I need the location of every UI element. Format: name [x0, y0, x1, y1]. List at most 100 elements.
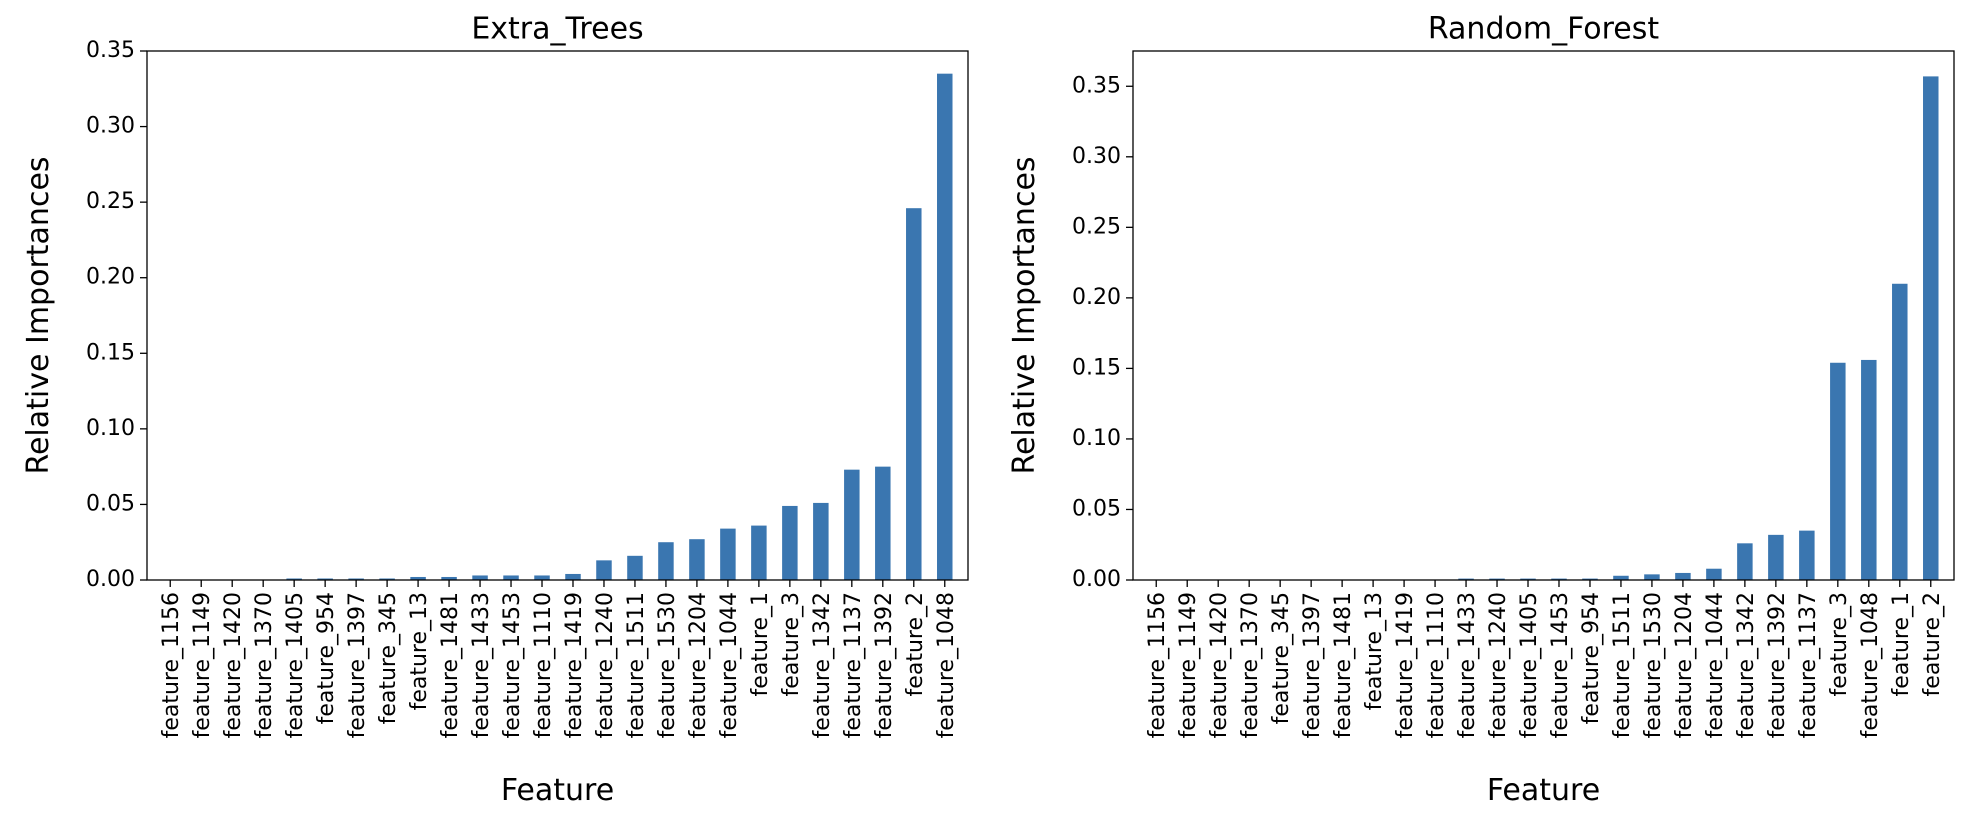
plot-frame: [146, 50, 969, 581]
x-tick-label: feature_2: [903, 592, 928, 696]
x-tick-label: feature_1420: [1207, 592, 1232, 738]
bar-feature_1204: [1675, 572, 1691, 580]
y-tick-label: 0.05: [86, 491, 135, 516]
x-tick-label: feature_1433: [1455, 592, 1480, 738]
bar-feature_1: [751, 525, 767, 580]
bar-feature_1530: [658, 542, 674, 580]
bar-feature_3: [1830, 362, 1846, 580]
x-tick-label: feature_1149: [1176, 592, 1201, 738]
y-tick-label: 0.05: [1072, 496, 1121, 521]
x-tick-label: feature_1156: [159, 592, 184, 738]
y-tick-label: 0.15: [86, 340, 135, 365]
x-tick-label: feature_1240: [1486, 592, 1511, 738]
bar-feature_1392: [1768, 534, 1784, 580]
y-tick-label: 0.10: [86, 416, 135, 441]
plot-frame: [1132, 50, 1955, 581]
x-tick-label: feature_13: [1362, 592, 1387, 710]
bar-feature_1433: [472, 575, 488, 580]
bar-feature_1433: [1458, 578, 1474, 580]
bar-feature_1397: [348, 578, 364, 580]
x-tick-label: feature_1419: [562, 592, 587, 738]
bar-feature_345: [379, 578, 395, 580]
x-tick-label: feature_13: [407, 592, 432, 710]
bar-feature_1342: [1737, 543, 1753, 580]
x-tick-label: feature_1433: [469, 592, 494, 738]
bar-feature_1342: [813, 502, 829, 580]
bar-feature_2: [906, 208, 922, 580]
bar-feature_3: [782, 505, 798, 580]
y-tick-label: 0.30: [86, 114, 135, 139]
bar-feature_954: [1582, 578, 1598, 580]
x-tick-label: feature_1342: [1734, 592, 1759, 738]
bar-feature_1044: [720, 528, 736, 580]
y-tick-label: 0.25: [86, 189, 135, 214]
x-tick-label: feature_1453: [1548, 592, 1573, 738]
y-tick-label: 0.10: [1072, 426, 1121, 451]
bar-feature_1511: [1613, 575, 1629, 580]
bar-feature_1405: [1520, 578, 1536, 580]
x-tick-label: feature_1419: [1393, 592, 1418, 738]
chart-title: Extra_Trees: [471, 12, 643, 47]
chart-panel-1: Extra_Trees Relative Importances Feature 0.…: [21, 12, 969, 808]
x-tick-label: feature_1397: [1300, 592, 1325, 738]
bar-feature_1137: [1799, 530, 1815, 580]
bar-feature_1110: [534, 575, 550, 580]
bar-feature_1204: [689, 539, 705, 580]
x-tick-label: feature_345: [376, 592, 401, 724]
chart-title: Random_Forest: [1428, 12, 1660, 47]
bar-feature_1530: [1644, 574, 1660, 580]
x-tick-label: feature_1240: [593, 592, 618, 738]
bar-feature_1048: [1861, 359, 1877, 580]
x-tick-label: feature_1481: [1331, 592, 1356, 738]
y-axis-label: Relative Importances: [1007, 156, 1042, 474]
x-tick-label: feature_954: [314, 592, 339, 724]
bar-feature_1453: [1551, 578, 1567, 580]
bar-feature_1048: [937, 73, 953, 581]
bar-feature_1405: [286, 578, 302, 580]
y-axis-label: Relative Importances: [21, 156, 56, 474]
bar-feature_1392: [875, 466, 891, 580]
x-tick-label: feature_1342: [810, 592, 835, 738]
x-tick-label: feature_1405: [1517, 592, 1542, 738]
x-tick-label: feature_1149: [190, 592, 215, 738]
x-axis-label: Feature: [501, 773, 614, 808]
x-tick-label: feature_1: [748, 592, 773, 696]
chart-panel-2: Random_Forest Relative Importances Feature…: [1007, 12, 1955, 808]
bar-feature_13: [410, 576, 426, 580]
y-tick-label: 0.00: [86, 567, 135, 592]
x-tick-label: feature_1370: [252, 592, 277, 738]
x-tick-label: feature_1530: [1641, 592, 1666, 738]
bar-feature_1453: [503, 575, 519, 580]
y-tick-label: 0.35: [86, 38, 135, 63]
x-tick-label: feature_1420: [221, 592, 246, 738]
x-tick-label: feature_1048: [1858, 592, 1883, 738]
x-tick-label: feature_1137: [1796, 592, 1821, 738]
x-tick-label: feature_1392: [872, 592, 897, 738]
x-tick-label: feature_1204: [1672, 592, 1697, 738]
x-tick-label: feature_3: [779, 592, 804, 696]
x-tick-label: feature_1110: [1424, 592, 1449, 738]
x-tick-label: feature_1392: [1765, 592, 1790, 738]
x-tick-label: feature_1453: [500, 592, 525, 738]
x-tick-label: feature_1481: [438, 592, 463, 738]
bar-feature_1044: [1706, 568, 1722, 580]
x-tick-label: feature_1: [1889, 592, 1914, 696]
bar-feature_1240: [1489, 578, 1505, 580]
x-tick-label: feature_1511: [624, 592, 649, 738]
x-tick-label: feature_1405: [283, 592, 308, 738]
x-tick-label: feature_1110: [531, 592, 556, 738]
x-tick-label: feature_1397: [345, 592, 370, 738]
bar-feature_2: [1923, 76, 1939, 580]
y-tick-label: 0.15: [1072, 355, 1121, 380]
x-tick-label: feature_1044: [1703, 592, 1728, 738]
bar-feature_1137: [844, 469, 860, 580]
x-tick-label: feature_345: [1269, 592, 1294, 724]
x-tick-label: feature_1048: [934, 592, 959, 738]
y-tick-label: 0.20: [86, 265, 135, 290]
x-tick-label: feature_1137: [841, 592, 866, 738]
x-tick-label: feature_954: [1579, 592, 1604, 724]
x-tick-label: feature_1156: [1145, 592, 1170, 738]
y-tick-label: 0.25: [1072, 214, 1121, 239]
y-tick-label: 0.00: [1072, 567, 1121, 592]
